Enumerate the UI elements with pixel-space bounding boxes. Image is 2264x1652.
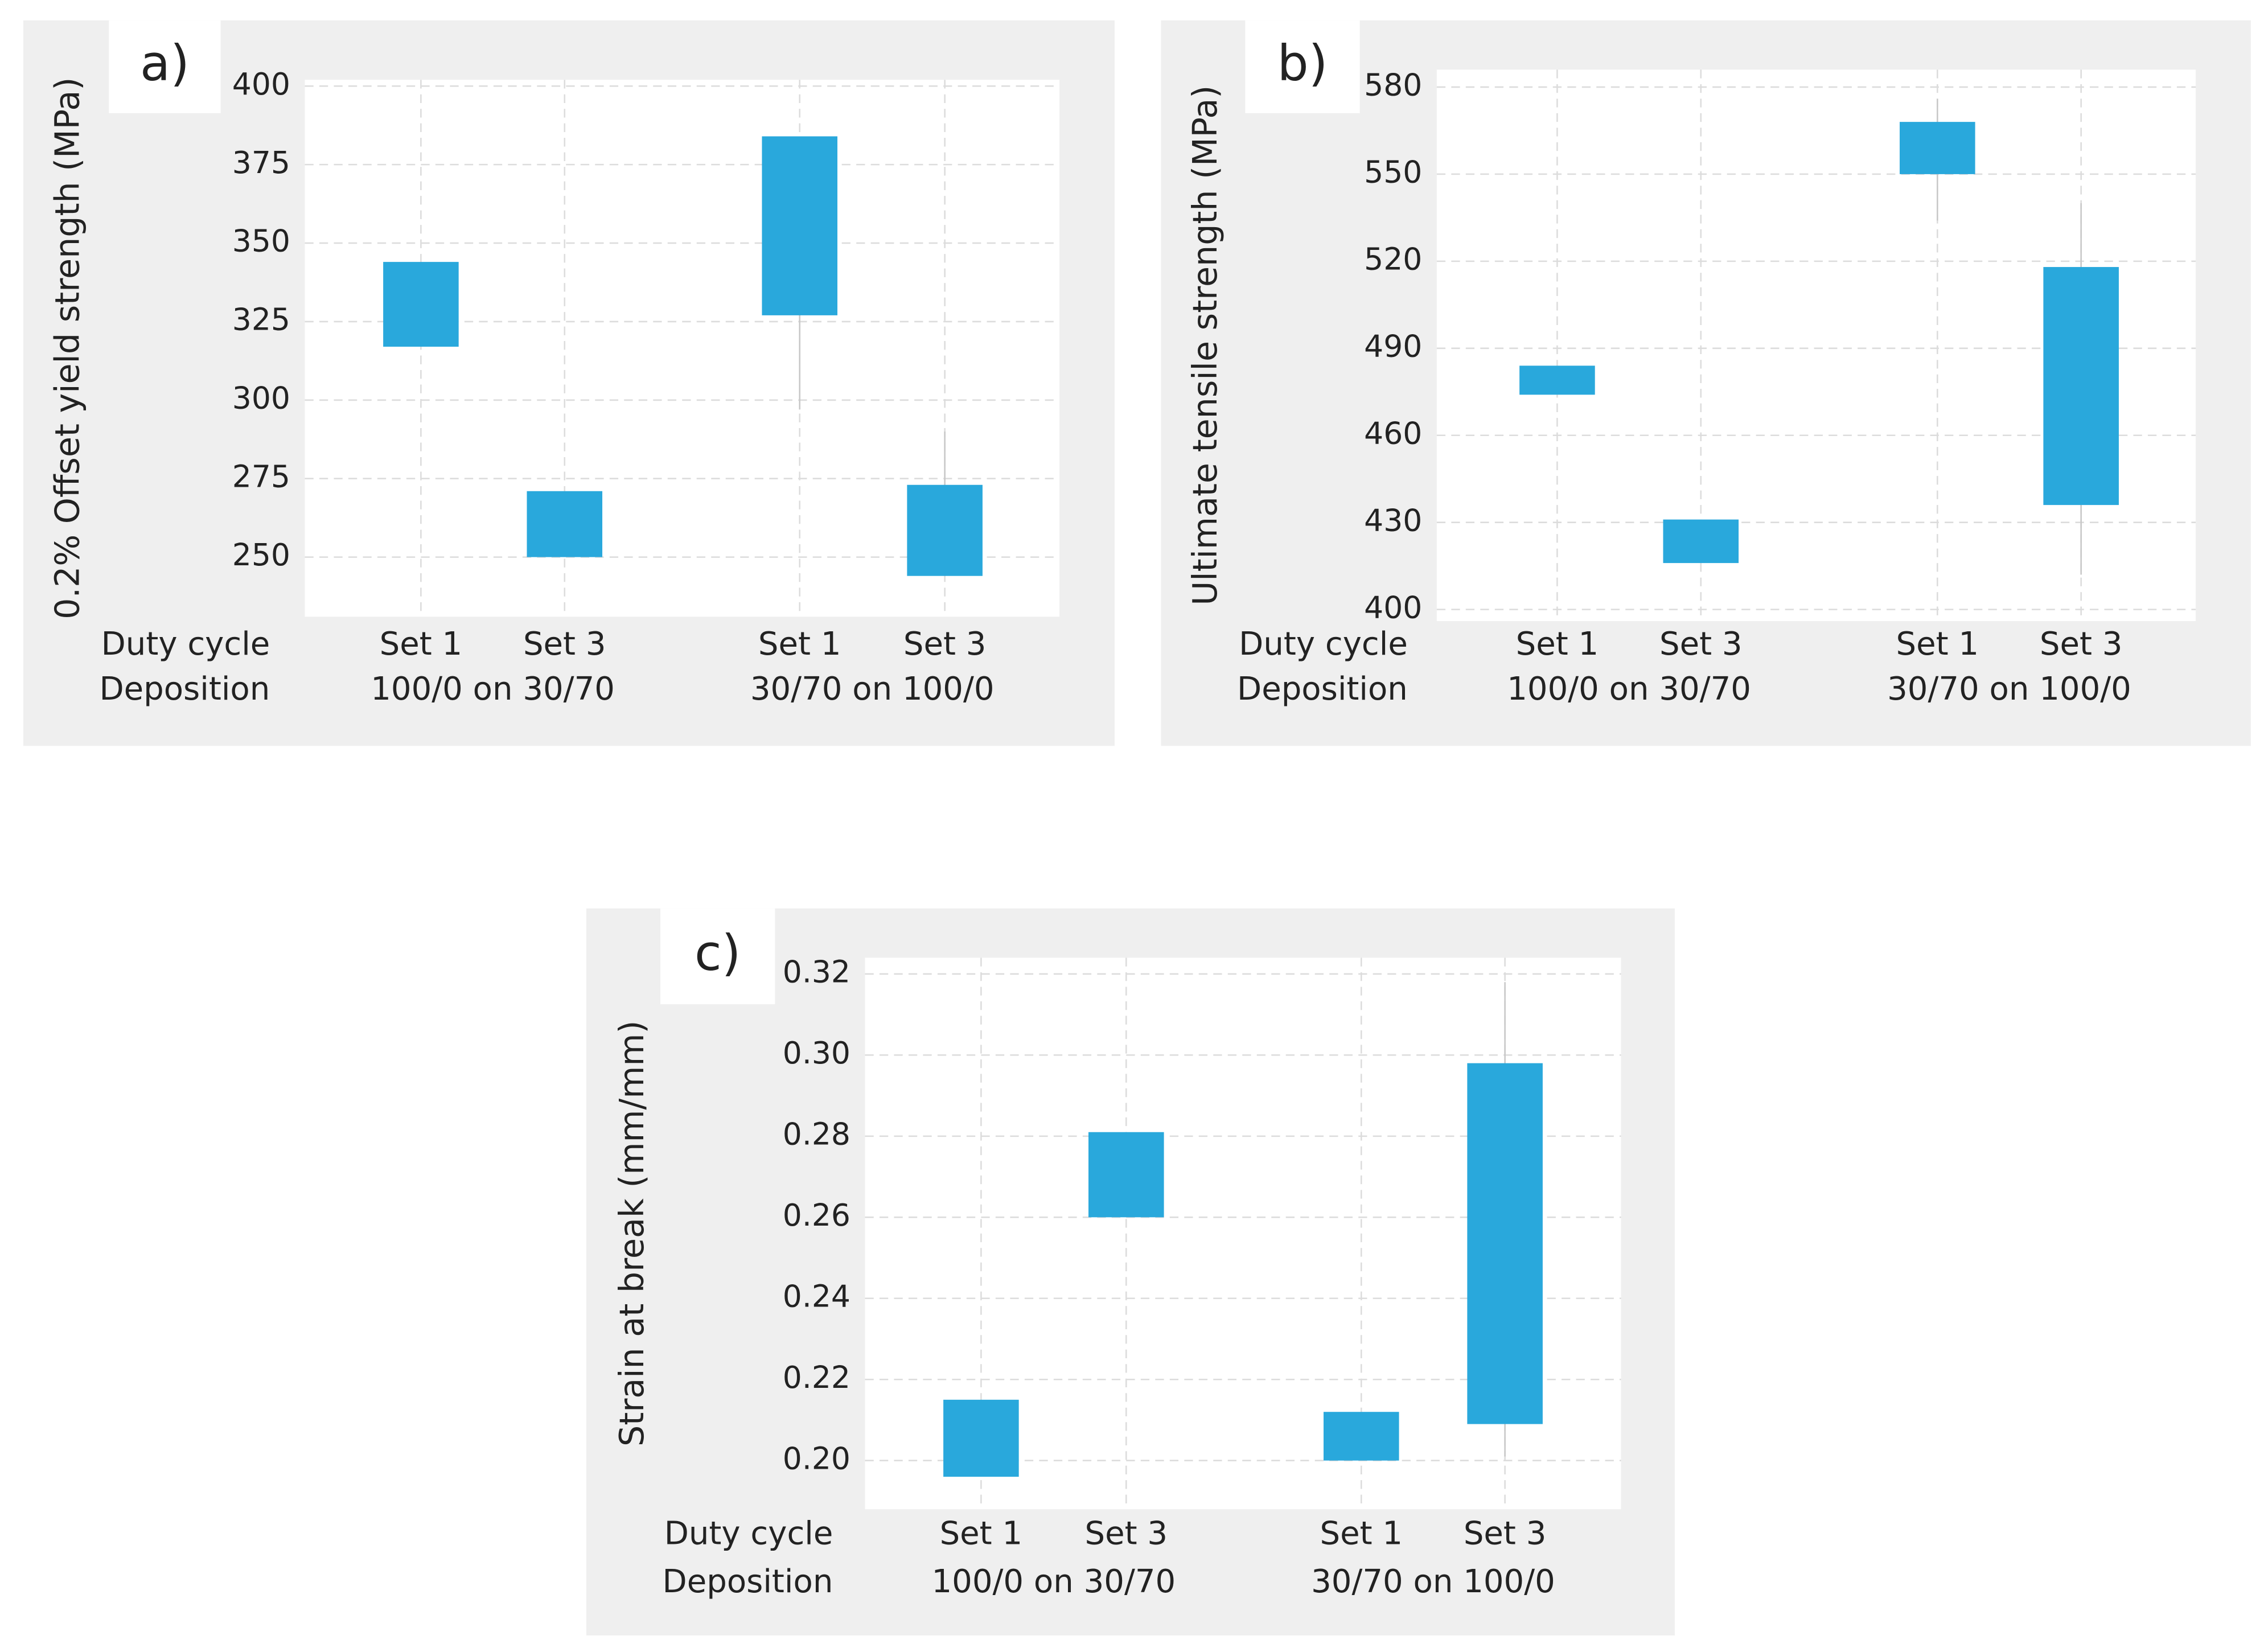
y-tick-label: 0.20	[783, 1440, 850, 1476]
x-tick-label: Set 1	[1320, 1515, 1403, 1552]
y-tick-label: 350	[232, 223, 290, 259]
x-tick-label: Set 3	[903, 626, 987, 663]
range-bar	[1519, 365, 1595, 395]
range-bar	[762, 136, 838, 315]
y-tick-label: 325	[232, 302, 290, 338]
row-label: Deposition	[99, 671, 270, 708]
range-bar	[1323, 1412, 1399, 1461]
x-tick-label: Set 1	[1896, 626, 1979, 663]
range-bar	[1467, 1063, 1543, 1424]
panel-label: c)	[695, 925, 741, 982]
panel-label-box	[1245, 20, 1360, 113]
x-tick-label: Set 1	[758, 626, 841, 663]
panel: b) 400 430 460 490 520 550 580 Ultimate tensile …	[1161, 20, 2251, 746]
y-tick-label: 250	[232, 537, 290, 573]
y-tick-label: 0.30	[783, 1035, 850, 1071]
panel-label: a)	[140, 35, 190, 92]
y-axis-title: Strain at break (mm/mm)	[613, 1021, 651, 1446]
y-tick-label: 375	[232, 145, 290, 180]
x-tick-label: Set 3	[523, 626, 606, 663]
group-label: 30/70 on 100/0	[1311, 1563, 1555, 1600]
panel: c) 0.20 0.22 0.24 0.26 0.28 0.30 0.32 Strain at …	[586, 908, 1675, 1635]
y-tick-label: 520	[1364, 241, 1422, 277]
x-tick-label: Set 1	[380, 626, 463, 663]
range-bar	[383, 262, 459, 347]
x-tick-label: Set 1	[1516, 626, 1599, 663]
y-tick-label: 0.26	[783, 1197, 850, 1233]
group-label: 30/70 on 100/0	[1887, 671, 2131, 708]
range-bar	[907, 484, 983, 576]
row-label: Duty cycle	[101, 626, 270, 663]
y-tick-label: 430	[1364, 502, 1422, 538]
panel-label-box	[660, 908, 775, 1005]
range-bar	[2043, 267, 2119, 506]
group-label: 100/0 on 30/70	[371, 671, 615, 708]
row-label: Duty cycle	[664, 1515, 833, 1552]
range-bar	[1663, 519, 1739, 564]
group-label: 100/0 on 30/70	[1507, 671, 1751, 708]
row-label: Deposition	[1237, 671, 1408, 708]
y-tick-label: 400	[1364, 589, 1422, 625]
x-tick-label: Set 3	[1659, 626, 1743, 663]
y-tick-label: 550	[1364, 154, 1422, 190]
panel-label: b)	[1277, 35, 1328, 92]
row-label: Deposition	[663, 1563, 833, 1600]
y-tick-label: 490	[1364, 328, 1422, 364]
range-bar	[1088, 1132, 1164, 1218]
y-axis-title: Ultimate tensile strength (MPa)	[1186, 85, 1225, 606]
panel-label-box	[109, 20, 221, 113]
y-tick-label: 400	[232, 66, 290, 102]
y-tick-label: 300	[232, 380, 290, 416]
range-bar	[527, 491, 603, 557]
x-tick-label: Set 1	[940, 1515, 1023, 1552]
y-tick-label: 0.32	[783, 954, 850, 990]
x-tick-label: Set 3	[1464, 1515, 1547, 1552]
y-tick-label: 460	[1364, 415, 1422, 451]
y-tick-label: 0.28	[783, 1116, 850, 1152]
x-tick-label: Set 3	[1085, 1515, 1168, 1552]
y-tick-label: 580	[1364, 67, 1422, 103]
group-label: 100/0 on 30/70	[931, 1563, 1176, 1600]
range-bar	[943, 1399, 1019, 1477]
y-tick-label: 275	[232, 458, 290, 494]
x-tick-label: Set 3	[2040, 626, 2123, 663]
y-tick-label: 0.24	[783, 1278, 850, 1314]
y-axis-title: 0.2% Offset yield strength (MPa)	[48, 77, 87, 619]
row-label: Duty cycle	[1239, 626, 1408, 663]
y-tick-label: 0.22	[783, 1359, 850, 1395]
group-label: 30/70 on 100/0	[750, 671, 995, 708]
range-bar	[1900, 122, 1975, 174]
panel: a) 250 275 300 325 350 375 400 0.2% Offset yield…	[23, 20, 1115, 746]
